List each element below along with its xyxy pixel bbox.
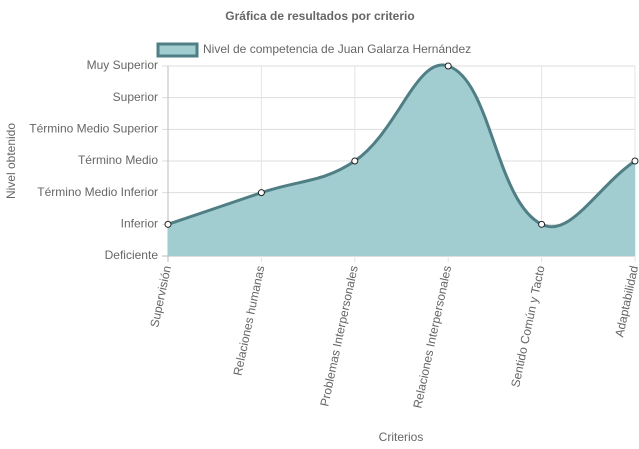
point [538, 220, 546, 228]
legend-swatch [156, 42, 199, 58]
point [257, 189, 265, 197]
point [351, 157, 359, 165]
x-tick-label: Relaciones humanas [230, 264, 267, 377]
point [164, 220, 172, 228]
point [631, 157, 639, 165]
point [444, 62, 452, 70]
x-tick-label: Adaptabilidad [612, 264, 639, 338]
y-tick-label: Muy Superior [87, 58, 158, 72]
x-tick-label: Relaciones Interpersonales [410, 264, 454, 409]
y-tick-label: Inferior [121, 217, 158, 231]
y-tick-label: Superior [113, 90, 158, 104]
x-tick-label: Sentido Común y Tacto [508, 264, 548, 388]
legend-label: Nivel de competencia de Juan Galarza Her… [203, 42, 471, 56]
chart-title: Gráfica de resultados por criterio [225, 9, 414, 23]
y-tick-label: Término Medio Superior [29, 122, 158, 136]
x-tick-label: Supervisión [147, 264, 174, 328]
y-tick-label: Deficiente [105, 248, 159, 262]
x-axis-title: Criterios [379, 430, 424, 444]
y-tick-label: Término Medio [78, 153, 158, 167]
y-axis-title: Nivel obtenido [4, 123, 18, 199]
y-tick-label: Término Medio Inferior [37, 185, 158, 199]
x-tick-label: Problemas Interpersonales [317, 264, 361, 407]
area [168, 64, 635, 256]
